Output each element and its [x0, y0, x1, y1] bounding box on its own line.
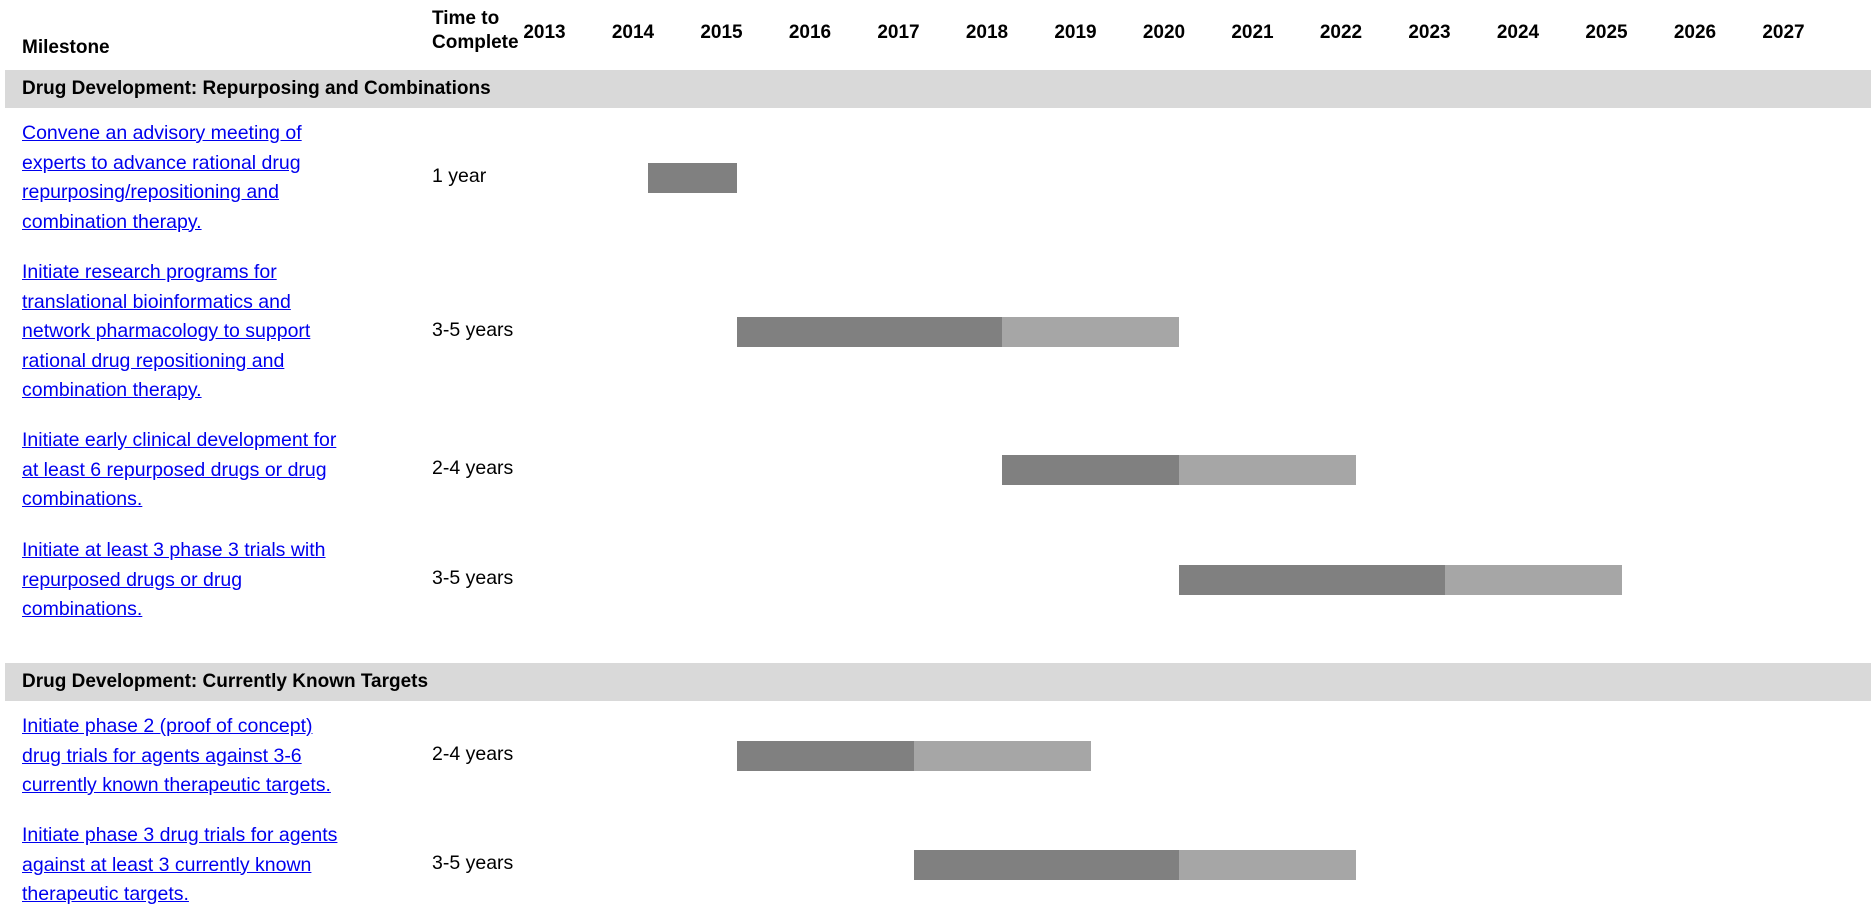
gantt-bar-firm — [913, 850, 1179, 881]
milestone-line: Convene an advisory meeting of — [22, 122, 302, 144]
milestone-line: repurposing/repositioning and — [22, 181, 279, 203]
milestone-line: combination therapy. — [22, 379, 202, 401]
gantt-bar-firm — [736, 316, 1002, 347]
milestone-line: combination therapy. — [22, 210, 202, 233]
milestone-line: against at least 3 currently known — [22, 853, 312, 876]
year-label: 2017 — [877, 22, 920, 43]
milestone-link[interactable]: Initiate phase 3 drug trials for agents a… — [22, 821, 397, 910]
gantt-bar-firm — [648, 163, 737, 193]
milestone-line: drug trials for agents against 3-6 — [22, 744, 302, 767]
milestone-line: therapeutic targets. — [22, 883, 189, 905]
milestone-line: repurposed drugs or drug — [22, 568, 243, 591]
gantt-bar-extension — [1179, 455, 1356, 486]
milestone-line: at least 6 repurposed drugs or drug — [22, 458, 327, 481]
column-header-milestone: Milestone — [22, 37, 110, 58]
milestone-line: combinations. — [22, 598, 143, 620]
gantt-bar-extension — [1179, 850, 1356, 881]
time-to-complete: 2-4 years — [432, 743, 514, 766]
year-label: 2019 — [1054, 22, 1097, 43]
milestone-line: Initiate phase 3 drug trials for agents — [22, 824, 338, 846]
year-label: 2013 — [523, 22, 566, 43]
milestone-link[interactable]: Convene an advisory meeting of experts to… — [22, 119, 397, 237]
milestone-line: combinations. — [22, 488, 143, 510]
section-header: Drug Development: Repurposing and Combin… — [5, 70, 1871, 108]
year-label: 2021 — [1231, 22, 1274, 43]
year-label: 2022 — [1319, 22, 1363, 43]
column-header-time-to-complete: Time to Complete — [432, 7, 519, 55]
milestone-line: Initiate phase 2 (proof of concept) — [22, 715, 313, 737]
section-header: Drug Development: Currently Known Target… — [5, 663, 1871, 701]
year-label: 2025 — [1585, 22, 1628, 43]
gantt-bar-extension — [1002, 316, 1179, 347]
gantt-bar-extension — [1444, 565, 1622, 596]
milestone-link[interactable]: Initiate phase 2 (proof of concept) drug … — [22, 712, 397, 801]
year-label: 2026 — [1673, 22, 1717, 43]
section-title: Drug Development: Currently Known Target… — [22, 671, 429, 692]
year-label: 2014 — [611, 22, 655, 43]
time-header-line1: Time to — [432, 8, 500, 29]
year-label: 2016 — [788, 22, 832, 43]
milestone-line: translational bioinformatics and — [22, 290, 291, 313]
year-label: 2023 — [1408, 22, 1451, 43]
milestone-line: experts to advance rational drug — [22, 151, 301, 174]
year-label: 2020 — [1142, 22, 1186, 43]
year-label: 2024 — [1496, 22, 1540, 43]
time-to-complete: 3-5 years — [432, 852, 514, 875]
time-to-complete: 3-5 years — [432, 318, 514, 341]
milestone-line: Initiate research programs for — [22, 261, 277, 283]
time-to-complete: 3-5 years — [432, 567, 514, 590]
milestone-link[interactable]: Initiate at least 3 phase 3 trials with r… — [22, 536, 397, 625]
milestone-link[interactable]: Initiate early clinical development for a… — [22, 426, 397, 515]
year-label: 2015 — [700, 22, 743, 43]
year-label: 2018 — [965, 22, 1009, 43]
time-to-complete: 2-4 years — [432, 457, 514, 480]
time-header-line2: Complete — [432, 32, 519, 53]
milestone-link[interactable]: Initiate research programs for translatio… — [22, 258, 397, 406]
gantt-bar-extension — [913, 741, 1091, 772]
milestone-line: Initiate early clinical development for — [22, 429, 337, 451]
section-title: Drug Development: Repurposing and Combin… — [22, 78, 491, 99]
gantt-bar-firm — [1179, 565, 1445, 596]
milestone-line: currently known therapeutic targets. — [22, 774, 331, 796]
gantt-bar-firm — [736, 741, 914, 772]
milestone-line: rational drug repositioning and — [22, 349, 285, 372]
gantt-bar-firm — [1002, 455, 1179, 486]
time-to-complete: 1 year — [432, 165, 487, 187]
milestone-line: Initiate at least 3 phase 3 trials with — [22, 539, 326, 561]
year-label: 2027 — [1762, 22, 1805, 43]
milestone-line: network pharmacology to support — [22, 320, 311, 342]
